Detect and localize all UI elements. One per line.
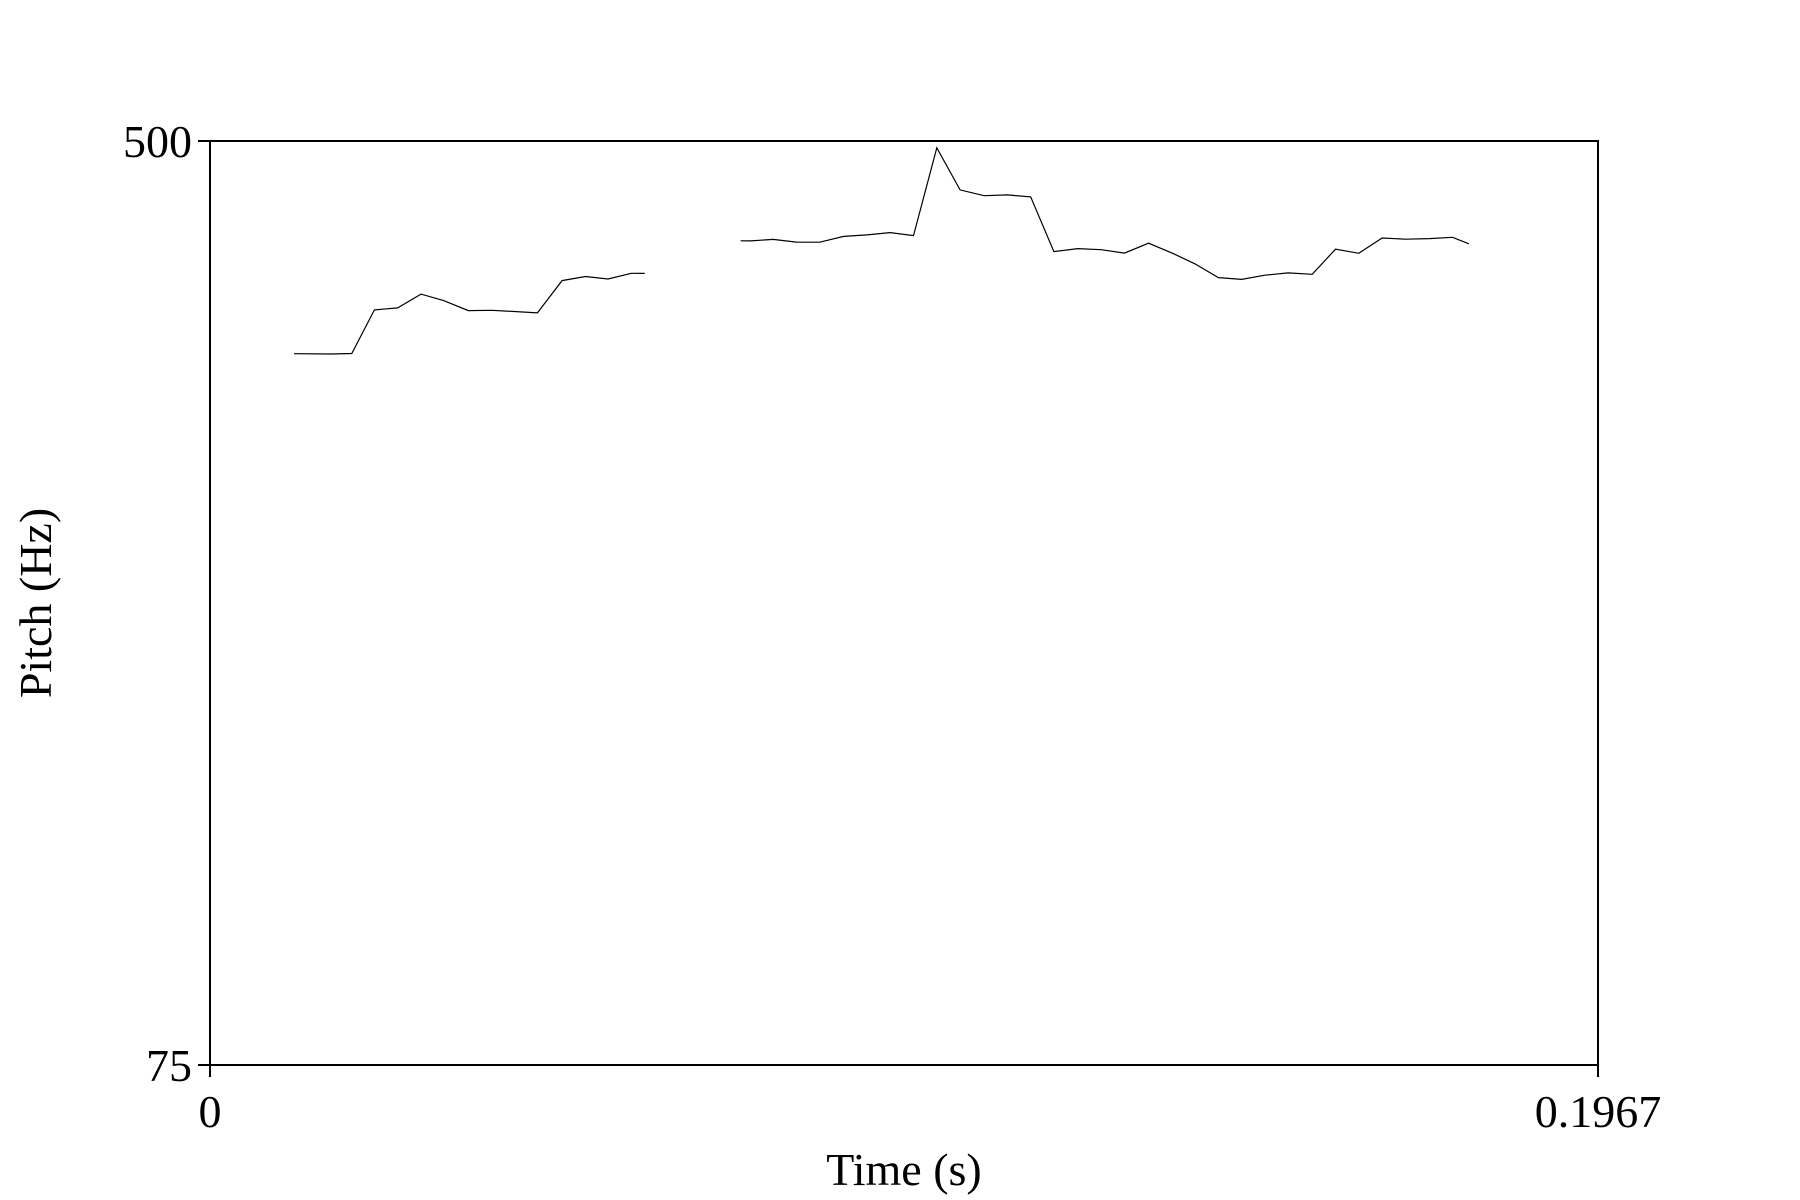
x-tick-label-min: 0: [199, 1086, 222, 1137]
pitch-contour-segment-1: [293, 272, 645, 355]
x-tick-label-max: 0.1967: [1535, 1086, 1662, 1137]
plot-frame: [209, 140, 1599, 1066]
pitch-series: [293, 146, 1470, 355]
y-tick-label-min: 75: [146, 1040, 192, 1091]
y-tick-label-max: 500: [123, 116, 192, 167]
x-axis-title: Time (s): [826, 1144, 982, 1195]
x-axis: 0 0.1967 Time (s): [199, 1065, 1662, 1195]
y-axis: 500 75 Pitch (Hz): [10, 116, 210, 1091]
pitch-contour-segment-2: [740, 146, 1470, 281]
y-axis-title: Pitch (Hz): [10, 508, 61, 698]
